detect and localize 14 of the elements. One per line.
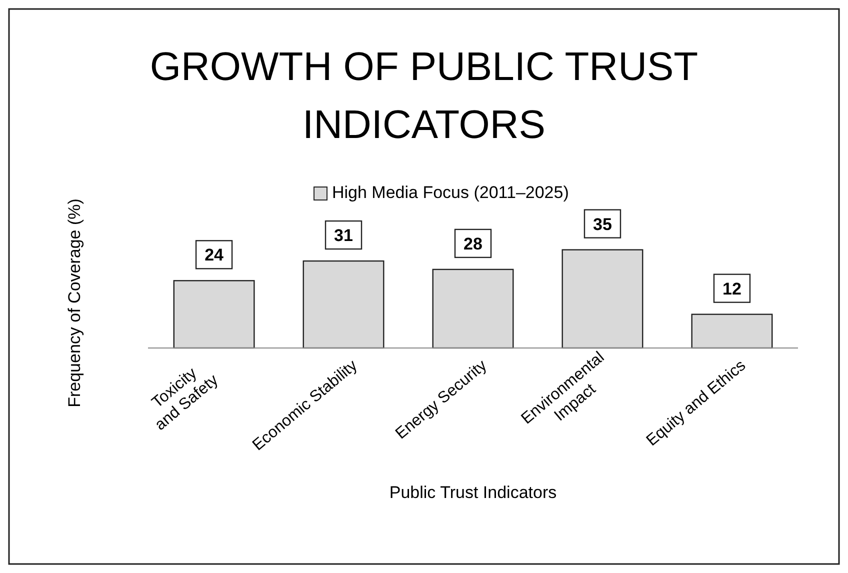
bar: [691, 314, 773, 349]
y-axis-title: Frequency of Coverage (%): [65, 198, 84, 408]
data-label: 28: [464, 234, 482, 254]
bar: [302, 260, 384, 349]
chart-title: GROWTH OF PUBLIC TRUST INDICATORS: [150, 45, 698, 147]
bar: [432, 268, 514, 349]
data-label: 35: [593, 214, 612, 234]
x-axis-title: Public Trust Indicators: [389, 483, 557, 502]
bar: [173, 280, 255, 349]
legend-label: High Media Focus (2011–2025): [332, 183, 569, 202]
data-label: 31: [334, 226, 353, 246]
data-label: 24: [204, 246, 224, 265]
bar: [562, 249, 644, 349]
data-label: 12: [722, 279, 742, 298]
